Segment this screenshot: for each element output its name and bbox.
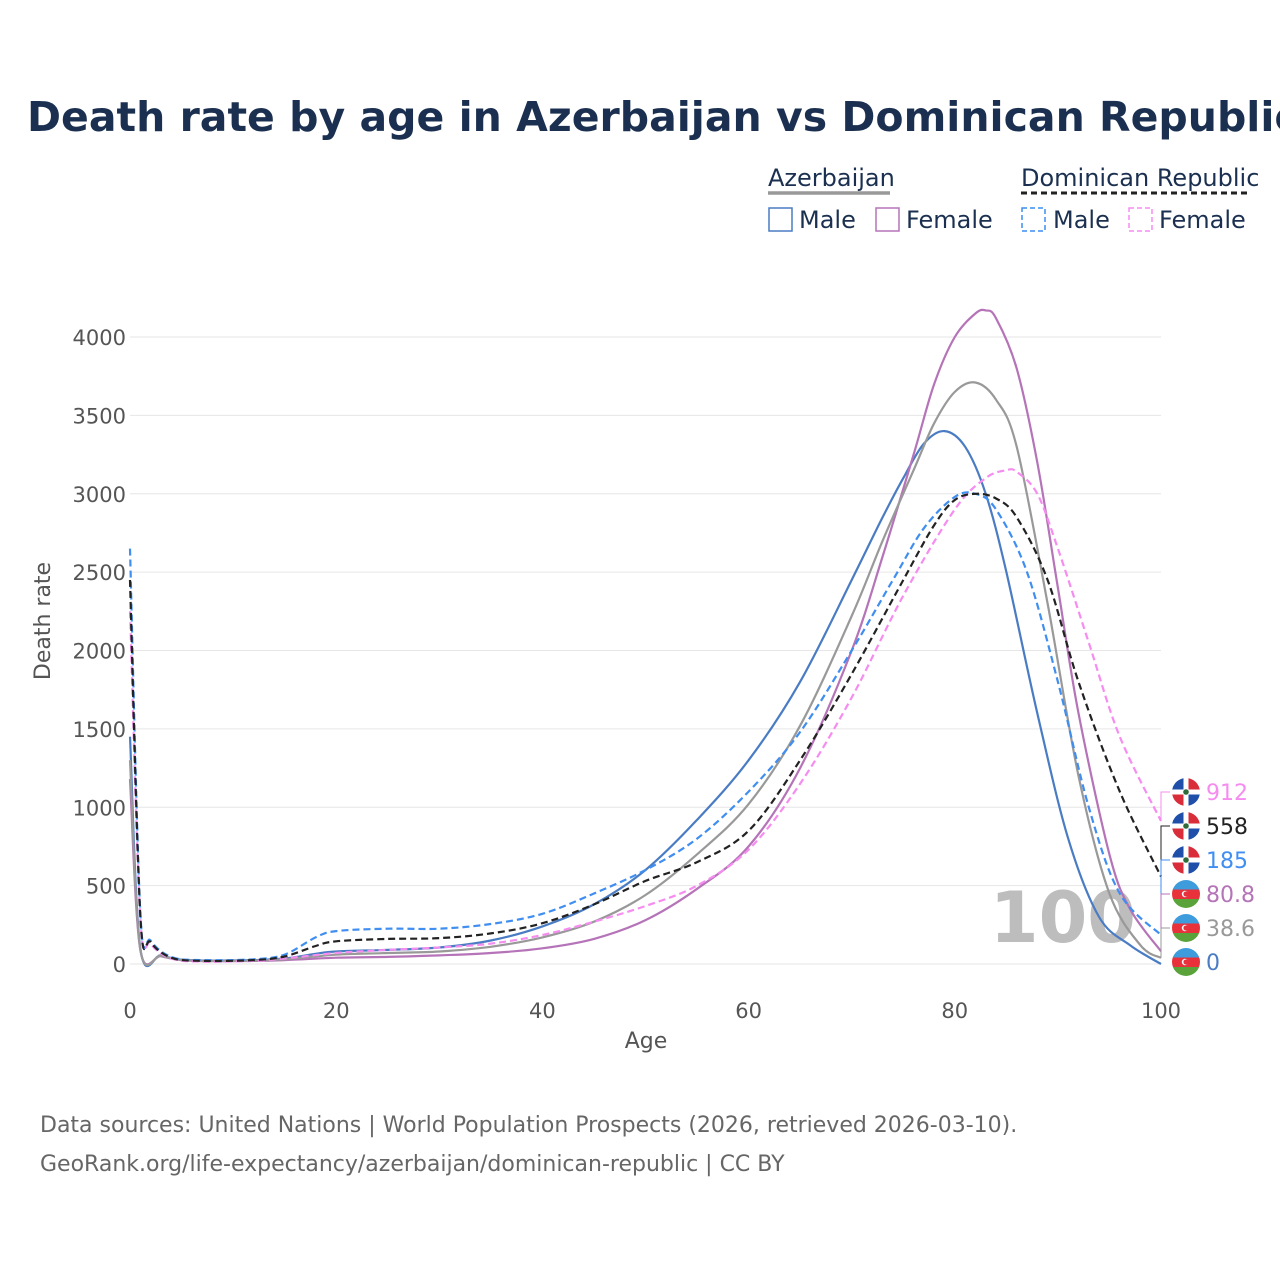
legend-item-azerbaijan-male[interactable]: Male <box>768 206 856 234</box>
source-line-2[interactable]: GeoRank.org/life-expectancy/azerbaijan/d… <box>40 1152 785 1177</box>
legend-group-azerbaijan[interactable]: Azerbaijan Male Female <box>768 164 993 234</box>
chart-title: Death rate by age in Azerbaijan vs Domin… <box>27 93 1280 141</box>
y-tick-label: 3500 <box>73 404 126 428</box>
dominican-republic-flag-icon <box>1172 846 1200 874</box>
legend-group-label: Azerbaijan <box>768 164 895 192</box>
legend-item-label: Male <box>799 206 856 234</box>
x-tick-label: 40 <box>529 999 556 1023</box>
y-tick-label: 1000 <box>73 796 126 820</box>
legend-swatch <box>1128 207 1153 232</box>
end-labels: 912 558 185 80.8 38.6 0 <box>1160 778 1255 976</box>
azerbaijan-flag-icon <box>1172 914 1200 942</box>
y-tick-label: 500 <box>86 875 126 899</box>
azerbaijan-flag-icon <box>1172 880 1200 908</box>
connector-line <box>1160 859 1170 936</box>
series-line-dominican-republic-total[interactable] <box>128 492 1162 963</box>
end-label: 185 <box>1172 846 1248 874</box>
connector-line <box>1160 893 1170 952</box>
legend-swatch <box>875 207 900 232</box>
end-label-value: 0 <box>1206 951 1220 976</box>
x-tick-label: 20 <box>323 999 350 1023</box>
dominican-republic-flag-icon <box>1172 812 1200 840</box>
label-connectors <box>1160 791 1170 958</box>
legend-item-azerbaijan-female[interactable]: Female <box>875 206 993 234</box>
legend: Azerbaijan Male Female Dominican Republi… <box>768 164 1259 234</box>
connector-line <box>1160 791 1170 822</box>
age-marker-watermark: 100 <box>990 877 1136 959</box>
end-label: 558 <box>1172 812 1248 840</box>
y-tick-label: 1500 <box>73 718 126 742</box>
end-label-value: 80.8 <box>1206 883 1255 908</box>
series-line-azerbaijan-female[interactable] <box>128 308 1162 966</box>
x-tick-label: 80 <box>941 999 968 1023</box>
end-label-value: 38.6 <box>1206 917 1255 942</box>
legend-item-dominican-male[interactable]: Male <box>1021 206 1110 234</box>
connector-line <box>1160 927 1170 958</box>
y-axis-ticks: 0 500 1000 1500 2000 2500 3000 3500 4000 <box>73 326 126 977</box>
end-label-value: 185 <box>1206 849 1248 874</box>
source-line-1: Data sources: United Nations | World Pop… <box>40 1113 1017 1138</box>
azerbaijan-flag-icon <box>1172 948 1200 976</box>
legend-item-label: Male <box>1053 206 1110 234</box>
legend-item-label: Female <box>1159 206 1246 234</box>
legend-group-dominican-republic[interactable]: Dominican Republic Male Female <box>1021 164 1259 234</box>
dominican-republic-flag-icon <box>1172 778 1200 806</box>
x-tick-label: 0 <box>123 999 136 1023</box>
end-label-value: 558 <box>1206 815 1248 840</box>
x-tick-label: 60 <box>735 999 762 1023</box>
end-label: 38.6 <box>1172 914 1255 942</box>
x-tick-label: 100 <box>1141 999 1181 1023</box>
series-line-dominican-republic-male[interactable] <box>128 491 1162 962</box>
legend-item-label: Female <box>906 206 993 234</box>
connector-line <box>1160 825 1170 877</box>
legend-item-dominican-female[interactable]: Female <box>1128 206 1246 234</box>
end-label: 80.8 <box>1172 880 1255 908</box>
y-axis-title: Death rate <box>31 562 56 680</box>
series-lines <box>128 308 1162 968</box>
end-label: 912 <box>1172 778 1248 806</box>
end-label: 0 <box>1172 948 1220 976</box>
y-tick-label: 2000 <box>73 640 126 664</box>
y-tick-label: 3000 <box>73 483 126 507</box>
y-tick-label: 0 <box>113 953 126 977</box>
y-tick-label: 2500 <box>73 561 126 585</box>
end-label-value: 912 <box>1206 781 1248 806</box>
legend-swatch <box>768 207 793 232</box>
x-axis-ticks: 0 20 40 60 80 100 <box>123 999 1181 1023</box>
x-axis-title: Age <box>625 1029 668 1054</box>
series-line-dominican-republic-female[interactable] <box>128 468 1162 963</box>
gridlines <box>130 336 1161 965</box>
legend-swatch <box>1021 207 1046 232</box>
legend-group-label: Dominican Republic <box>1021 164 1259 192</box>
y-tick-label: 4000 <box>73 326 126 350</box>
